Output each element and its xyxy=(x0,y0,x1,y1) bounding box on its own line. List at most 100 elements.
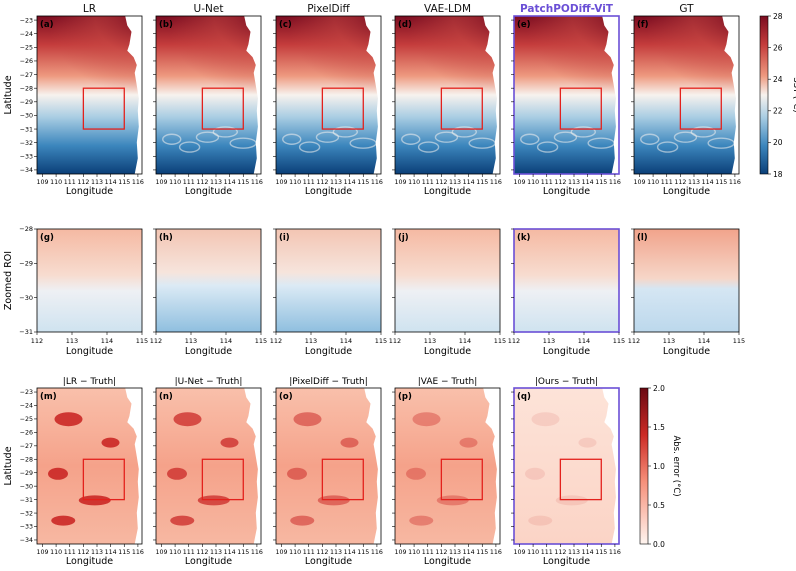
y-tick-label: −29 xyxy=(20,470,33,477)
x-tick-label: 113 xyxy=(66,337,78,345)
x-tick-label: 116 xyxy=(609,549,621,556)
y-tick-label: −28 xyxy=(20,456,33,463)
x-tick-label: 112 xyxy=(508,337,520,345)
eddy-filament xyxy=(178,141,201,153)
error-hotspot xyxy=(173,412,202,427)
x-tick-label: 109 xyxy=(513,179,525,186)
land-mask xyxy=(244,16,261,174)
x-tick-label: 112 xyxy=(435,179,447,186)
x-axis-label: Longitude xyxy=(305,556,352,567)
x-tick-label: 114 xyxy=(459,337,471,345)
x-tick-label: 113 xyxy=(449,549,461,556)
colorbar-tick-label: 28 xyxy=(773,12,783,21)
x-tick-label: 113 xyxy=(210,549,222,556)
x-tick-label: 116 xyxy=(371,549,383,556)
land-mask xyxy=(483,388,500,544)
panel-frame xyxy=(155,387,262,545)
eddy-filament xyxy=(282,133,302,145)
y-tick-label: −24 xyxy=(20,31,33,38)
x-axis-label: Longitude xyxy=(424,556,471,567)
error-hotspot xyxy=(170,515,195,526)
x-tick-label: 116 xyxy=(251,549,263,556)
x-tick-label: 110 xyxy=(169,179,181,186)
warm-water-region xyxy=(634,16,739,103)
x-axis-label: Longitude xyxy=(305,346,352,357)
x-axis-label: Longitude xyxy=(185,346,232,357)
x-tick-label: 115 xyxy=(613,337,625,345)
x-tick-label: 111 xyxy=(303,179,315,186)
y-tick-label: −24 xyxy=(20,403,33,410)
x-tick-label: 112 xyxy=(77,179,89,186)
error-panel-title: |Ours − Truth| xyxy=(535,377,598,387)
eddy-filament xyxy=(434,131,459,143)
x-axis-label: Longitude xyxy=(305,186,352,197)
colorbar-tick-label: 22 xyxy=(773,107,783,116)
x-axis-label: Longitude xyxy=(543,186,590,197)
x-axis-label: Longitude xyxy=(66,556,113,567)
roi-box xyxy=(82,87,125,130)
eddy-filament xyxy=(401,133,421,145)
y-tick-label: −32 xyxy=(20,510,33,517)
y-tick-label: −29 xyxy=(20,99,33,106)
error-hotspot xyxy=(293,412,322,427)
x-tick-label: 110 xyxy=(50,179,62,186)
eddy-filament xyxy=(690,126,716,138)
x-tick-label: 113 xyxy=(330,549,342,556)
panel-letter: (n) xyxy=(159,392,173,402)
colorbar-tick-label: 1.0 xyxy=(653,462,665,471)
x-tick-label: 112 xyxy=(316,179,328,186)
zoom-field xyxy=(276,229,381,332)
panel-letter: (q) xyxy=(517,392,531,402)
x-tick-label: 111 xyxy=(303,549,315,556)
zoom-field xyxy=(514,229,619,332)
y-axis-label: Latitude xyxy=(3,75,14,114)
error-hotspot xyxy=(436,495,469,506)
panel-letter: (j) xyxy=(398,233,409,243)
y-tick-label: −23 xyxy=(20,389,33,396)
eddy-filament xyxy=(212,126,239,138)
y-tick-label: −33 xyxy=(20,524,33,531)
x-tick-label: 115 xyxy=(118,549,130,556)
roi-box xyxy=(440,458,483,501)
eddy-filament xyxy=(640,133,660,145)
y-tick-label: −28 xyxy=(19,225,33,233)
x-tick-label: 110 xyxy=(408,179,420,186)
panel-letter: (f) xyxy=(637,20,649,30)
error-panel-title: |U-Net − Truth| xyxy=(175,377,243,387)
roi-box xyxy=(201,458,244,501)
x-tick-label: 112 xyxy=(316,549,328,556)
sst-panel: (f) 109 110 111 112 113 114 115 116 Longitude GT xyxy=(631,3,741,197)
column-title: LR xyxy=(83,3,96,15)
error-hotspot xyxy=(197,495,230,506)
x-tick-label: 116 xyxy=(251,179,263,186)
x-tick-label: 112 xyxy=(628,337,640,345)
eddy-filament xyxy=(451,126,477,138)
error-panel-title: |VAE − Truth| xyxy=(418,377,478,387)
highlight-frame xyxy=(513,15,620,175)
x-tick-label: 111 xyxy=(64,179,76,186)
x-tick-label: 113 xyxy=(663,337,675,345)
sst-panel: (d) 109 110 111 112 113 114 115 116 Longitude VAE-… xyxy=(392,3,502,197)
x-tick-label: 114 xyxy=(224,549,236,556)
zoom-panel: (l) 112 113 114 115 Longitude xyxy=(628,228,745,357)
y-tick-label: −26 xyxy=(20,430,33,437)
x-tick-label: 115 xyxy=(595,179,607,186)
x-tick-label: 114 xyxy=(105,179,117,186)
error-panel: (q) 109 110 111 112 113 114 115 116 Longitude |Our… xyxy=(511,377,621,567)
land-mask xyxy=(244,388,261,544)
x-tick-label: 109 xyxy=(633,179,645,186)
x-tick-label: 114 xyxy=(582,179,594,186)
x-tick-label: 111 xyxy=(64,549,76,556)
x-tick-label: 116 xyxy=(490,549,502,556)
error-hotspot xyxy=(287,467,307,480)
eddy-filament xyxy=(315,131,340,143)
x-tick-label: 113 xyxy=(568,179,580,186)
land-mask xyxy=(722,16,739,174)
x-tick-label: 115 xyxy=(715,179,727,186)
eddy-filament xyxy=(520,133,540,145)
x-tick-label: 112 xyxy=(270,337,282,345)
land-mask xyxy=(483,16,500,174)
x-tick-label: 114 xyxy=(463,549,475,556)
x-tick-label: 113 xyxy=(185,337,197,345)
